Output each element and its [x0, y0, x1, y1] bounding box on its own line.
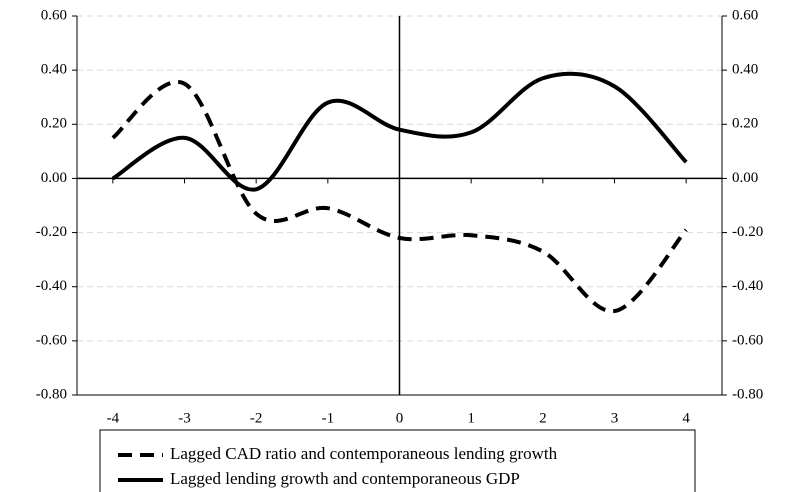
y-tick-label: 0.60 — [41, 7, 67, 23]
legend-box — [99, 429, 696, 492]
x-tick-label: -3 — [178, 410, 191, 426]
y2-tick-label: -0.80 — [732, 386, 763, 402]
y2-tick-label: 0.00 — [732, 170, 758, 186]
series-line — [111, 71, 688, 192]
y-tick-label: -0.80 — [36, 386, 67, 402]
y2-tick-label: 0.40 — [732, 62, 758, 78]
y-tick-label: 0.00 — [41, 170, 67, 186]
x-tick-label: 2 — [539, 410, 547, 426]
y2-tick-label: -0.20 — [732, 224, 763, 240]
x-tick-label: 3 — [611, 410, 619, 426]
x-tick-label: -1 — [322, 410, 335, 426]
y-tick-label: -0.60 — [36, 332, 67, 348]
x-tick-label: -4 — [107, 410, 120, 426]
x-tick-label: 4 — [682, 410, 690, 426]
x-tick-label: -2 — [250, 410, 263, 426]
y-tick-label: 0.40 — [41, 62, 67, 78]
y2-tick-label: -0.40 — [732, 278, 763, 294]
y2-tick-label: 0.60 — [732, 7, 758, 23]
y-tick-label: 0.20 — [41, 116, 67, 132]
y-tick-label: -0.20 — [36, 224, 67, 240]
legend-label: Lagged lending growth and contemporaneou… — [170, 469, 520, 488]
x-tick-label: 0 — [396, 410, 404, 426]
y2-tick-label: 0.20 — [732, 116, 758, 132]
x-tick-label: 1 — [467, 410, 475, 426]
y-tick-label: -0.40 — [36, 278, 67, 294]
series-line — [111, 79, 688, 314]
legend-label: Lagged CAD ratio and contemporaneous len… — [170, 444, 558, 463]
y2-tick-label: -0.60 — [732, 332, 763, 348]
